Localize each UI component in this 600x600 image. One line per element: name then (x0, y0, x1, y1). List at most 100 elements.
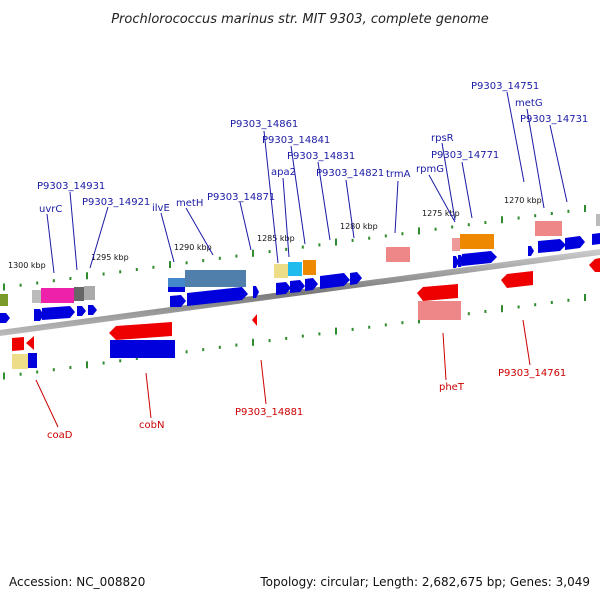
tick-mark (368, 236, 371, 240)
gene-arrow (592, 233, 600, 245)
gene-label: P9303_14881 (235, 407, 303, 418)
tick-mark (467, 312, 470, 316)
tick-mark (202, 259, 205, 263)
gene-box (535, 221, 562, 236)
position-ticks (3, 205, 586, 380)
gene-label: P9303_14871 (207, 192, 275, 203)
tick-mark (301, 334, 304, 338)
tick-mark (550, 212, 553, 215)
tick-mark (351, 327, 354, 331)
tick-mark (351, 238, 354, 242)
reverse-leaders (35, 319, 531, 428)
gene-arrow (462, 251, 497, 266)
gene-arrow (350, 272, 362, 285)
forward-leaders (46, 91, 568, 274)
gene-arrow (42, 306, 75, 320)
tick-mark (335, 327, 337, 335)
kbp-label: 1275 kbp (422, 209, 460, 218)
tick-mark (19, 283, 22, 287)
tick-mark (534, 303, 537, 307)
gene-arrow (453, 256, 459, 268)
gene-box (32, 290, 41, 303)
map-title: Prochlorococcus marinus str. MIT 9303, c… (111, 12, 489, 27)
gene-arrow (77, 306, 86, 316)
gene-box (185, 270, 246, 287)
tick-mark (135, 357, 138, 360)
tick-mark (19, 372, 22, 376)
tick-mark (501, 305, 503, 313)
tick-mark (401, 232, 404, 236)
tick-mark (517, 305, 520, 309)
tick-mark (36, 370, 39, 374)
tick-mark (335, 238, 337, 246)
tick-mark (318, 243, 321, 247)
tick-mark (235, 343, 238, 347)
tick-mark (202, 348, 205, 352)
gene-arrow (417, 284, 458, 301)
tick-mark (185, 350, 188, 354)
tick-mark (384, 234, 387, 238)
gene-label: P9303_14861 (230, 119, 298, 130)
tick-mark (401, 321, 404, 325)
gene-box (386, 247, 410, 262)
tick-mark (86, 272, 88, 280)
gene-label: rpsR (431, 133, 454, 144)
tick-mark (218, 345, 221, 349)
tick-mark (268, 250, 271, 254)
kbp-label: 1295 kbp (91, 253, 129, 262)
topology-text: Topology: circular; Length: 2,682,675 bp… (259, 575, 590, 589)
gene-label: P9303_14921 (82, 197, 150, 208)
tick-mark (418, 227, 420, 235)
gene-label: metH (176, 198, 203, 209)
tick-mark (252, 249, 254, 257)
tick-mark (86, 361, 88, 369)
gene-box (596, 214, 600, 226)
gene-arrow (528, 246, 534, 256)
gene-label: rpmG (416, 164, 444, 175)
tick-mark (3, 372, 5, 380)
gene-arrow (88, 305, 97, 315)
gene-label: cobN (139, 420, 164, 431)
gene-label: P9303_14761 (498, 368, 566, 379)
gene-label: P9303_14751 (471, 81, 539, 92)
kbp-label: 1290 kbp (174, 243, 212, 252)
gene-arrow (565, 236, 585, 250)
tick-mark (501, 216, 503, 224)
gene-arrow (0, 313, 10, 323)
gene-box (460, 234, 494, 249)
gene-arrow (320, 273, 350, 289)
tick-mark (318, 332, 321, 336)
gene-label: coaD (47, 430, 73, 441)
tick-mark (484, 221, 487, 224)
gene-label: P9303_14771 (431, 150, 499, 161)
gene-arrow (589, 258, 600, 272)
forward-labels: uvrC P9303_14931 P9303_14921 ilvE metH P… (37, 81, 588, 215)
gene-box (288, 262, 302, 276)
gene-box (41, 288, 74, 303)
gene-box (74, 287, 84, 301)
tick-mark (467, 223, 470, 227)
tick-mark (119, 359, 122, 363)
gene-label: P9303_14731 (520, 114, 588, 125)
tick-mark (185, 261, 188, 265)
reverse-labels: coaD cobN P9303_14881 pheT P9303_14761 (47, 368, 566, 441)
gene-arrow (501, 271, 533, 288)
tick-mark (102, 272, 105, 276)
gene-box (274, 264, 288, 278)
gene-box (452, 238, 460, 251)
gene-arrow (109, 322, 172, 340)
tick-mark (434, 227, 437, 231)
gene-label: P9303_14931 (37, 181, 105, 192)
gene-label: pheT (439, 382, 465, 393)
kbp-label: 1300 kbp (8, 261, 46, 270)
gene-box (28, 353, 37, 368)
gene-label: apa2 (271, 167, 296, 178)
tick-mark (152, 265, 155, 269)
gene-box (168, 278, 185, 287)
tick-mark (517, 216, 520, 220)
tick-mark (301, 245, 304, 249)
tick-mark (567, 298, 570, 302)
gene-box (168, 287, 185, 292)
gene-box (110, 340, 175, 358)
kbp-label: 1270 kbp (504, 196, 542, 205)
